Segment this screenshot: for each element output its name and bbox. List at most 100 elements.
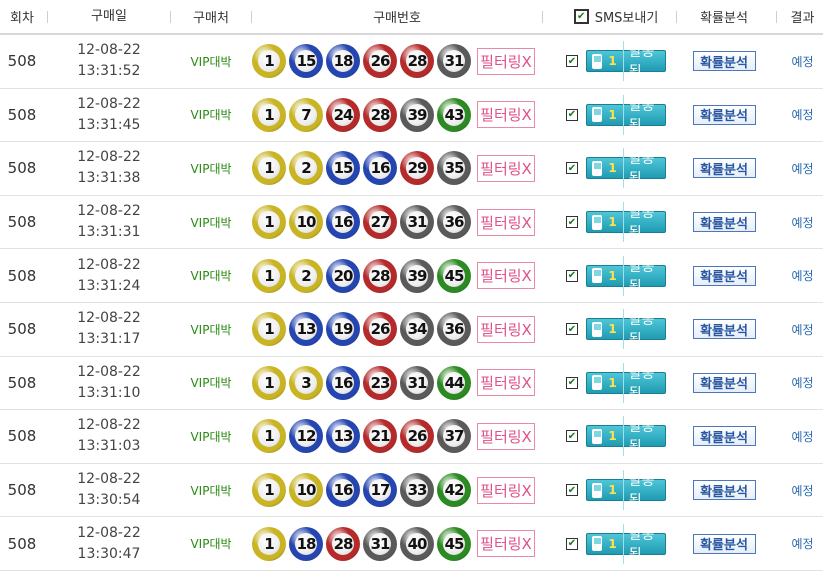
purchase-datetime: 12-08-22 13:30:54 [52, 464, 166, 517]
lotto-ball-number: 1 [258, 479, 280, 502]
lotto-ball-number: 24 [332, 103, 354, 126]
lotto-ball: 31 [400, 365, 434, 400]
sms-checkbox[interactable]: ✔ [566, 376, 578, 389]
lotto-ball: 1 [252, 419, 286, 454]
sms-sent-button[interactable]: 1 발송됨 [586, 94, 666, 135]
filter-button[interactable]: 필터링X [477, 530, 535, 558]
purchase-datetime: 12-08-22 13:31:31 [52, 196, 166, 249]
sms-checkbox[interactable]: ✔ [566, 216, 578, 229]
sms-checkbox[interactable]: ✔ [566, 430, 578, 443]
sms-sent-button[interactable]: 1 발송됨 [586, 470, 666, 511]
filter-button[interactable]: 필터링X [477, 47, 535, 75]
round-cell: 508 [7, 373, 37, 392]
filter-button[interactable]: 필터링X [477, 422, 535, 450]
lotto-ball: 2 [289, 258, 323, 293]
lotto-ball-number: 39 [406, 103, 428, 126]
analysis-cell: 확률분석 [680, 410, 768, 463]
sms-sent-button[interactable]: 1 발송됨 [586, 41, 666, 82]
result-cell: 예정 [791, 161, 814, 176]
sms-sent-button[interactable]: 1 발송됨 [586, 362, 666, 403]
numbers-cell: 1 7 24 28 39 43 필터링X [252, 89, 562, 142]
header-divider [776, 11, 777, 23]
lotto-ball: 45 [437, 258, 471, 293]
sms-count: 1 [608, 536, 617, 551]
analysis-button[interactable]: 확률분석 [692, 533, 756, 554]
sms-status-label: 발송됨 [622, 94, 665, 135]
sms-checkbox[interactable]: ✔ [566, 162, 578, 175]
numbers-cell: 1 13 19 26 34 36 필터링X [252, 303, 562, 356]
sms-checkbox[interactable]: ✔ [566, 323, 578, 336]
lotto-ball-number: 40 [406, 532, 428, 555]
lotto-ball-number: 2 [295, 264, 317, 287]
lotto-ball-number: 36 [443, 318, 465, 341]
lotto-ball: 24 [326, 97, 360, 132]
sms-sent-button[interactable]: 1 발송됨 [586, 416, 666, 457]
analysis-button[interactable]: 확률분석 [692, 426, 756, 447]
analysis-button[interactable]: 확률분석 [692, 51, 756, 72]
purchase-date: 12-08-22 [77, 203, 141, 220]
lotto-ball-number: 20 [332, 264, 354, 287]
result-cell: 예정 [791, 537, 814, 552]
lotto-ball: 18 [326, 44, 360, 79]
lotto-ball-number: 13 [295, 318, 317, 341]
analysis-button[interactable]: 확률분석 [692, 319, 756, 340]
phone-icon [592, 375, 603, 391]
sms-checkbox[interactable]: ✔ [566, 537, 578, 550]
sms-sent-button[interactable]: 1 발송됨 [586, 148, 666, 189]
result-cell: 예정 [791, 108, 814, 123]
lotto-ball-number: 15 [295, 50, 317, 73]
purchase-date: 12-08-22 [77, 417, 141, 434]
table-row: 508 12-08-22 13:30:54 VIP대박 1 10 16 17 33 42 … [0, 464, 823, 518]
sms-checkbox[interactable]: ✔ [566, 55, 578, 68]
filter-button[interactable]: 필터링X [477, 208, 535, 236]
sms-sent-button[interactable]: 1 발송됨 [586, 255, 666, 296]
lotto-ball: 40 [400, 526, 434, 561]
lotto-ball-number: 16 [332, 371, 354, 394]
lotto-ball: 1 [252, 312, 286, 347]
phone-icon [592, 536, 603, 552]
lotto-ball-number: 7 [295, 103, 317, 126]
sms-sent-button[interactable]: 1 발송됨 [586, 202, 666, 243]
filter-button[interactable]: 필터링X [477, 369, 535, 397]
lotto-ball-number: 23 [369, 371, 391, 394]
lotto-ball: 39 [400, 258, 434, 293]
analysis-button[interactable]: 확률분석 [692, 372, 756, 393]
analysis-button[interactable]: 확률분석 [692, 265, 756, 286]
filter-button[interactable]: 필터링X [477, 101, 535, 129]
filter-button[interactable]: 필터링X [477, 476, 535, 504]
numbers-cell: 1 12 13 21 26 37 필터링X [252, 410, 562, 463]
lotto-ball: 33 [400, 473, 434, 508]
purchase-datetime: 12-08-22 13:31:17 [52, 303, 166, 356]
sms-count: 1 [608, 54, 617, 69]
purchase-time: 13:31:38 [77, 170, 141, 187]
lotto-ball: 23 [363, 365, 397, 400]
filter-button[interactable]: 필터링X [477, 154, 535, 182]
sms-sent-button[interactable]: 1 발송됨 [586, 523, 666, 564]
sms-sent-button[interactable]: 1 발송됨 [586, 309, 666, 350]
lotto-ball: 31 [363, 526, 397, 561]
sms-status-label: 발송됨 [622, 41, 665, 82]
analysis-button[interactable]: 확률분석 [692, 212, 756, 233]
sms-cell: ✔ 1 발송됨 [560, 35, 672, 88]
lotto-ball-number: 1 [258, 425, 280, 448]
select-all-checkbox[interactable]: ✔ [573, 9, 589, 24]
lotto-ball-number: 2 [295, 157, 317, 180]
purchase-datetime: 12-08-22 13:31:10 [52, 357, 166, 410]
analysis-button[interactable]: 확률분석 [692, 104, 756, 125]
purchase-time: 13:31:52 [77, 63, 141, 80]
sms-checkbox[interactable]: ✔ [566, 269, 578, 282]
analysis-button[interactable]: 확률분석 [692, 480, 756, 501]
filter-button[interactable]: 필터링X [477, 315, 535, 343]
sms-checkbox[interactable]: ✔ [566, 108, 578, 121]
lotto-ball-number: 29 [406, 157, 428, 180]
filter-button[interactable]: 필터링X [477, 262, 535, 290]
purchase-date: 12-08-22 [77, 310, 141, 327]
shop-cell: VIP대박 [190, 54, 232, 69]
header-round: 회차 [10, 11, 34, 26]
lotto-ball: 19 [326, 312, 360, 347]
sms-checkbox[interactable]: ✔ [566, 484, 578, 497]
lotto-ball: 31 [400, 205, 434, 240]
purchase-time: 13:31:24 [77, 277, 141, 294]
sms-status-label: 발송됨 [622, 416, 665, 457]
analysis-button[interactable]: 확률분석 [692, 158, 756, 179]
